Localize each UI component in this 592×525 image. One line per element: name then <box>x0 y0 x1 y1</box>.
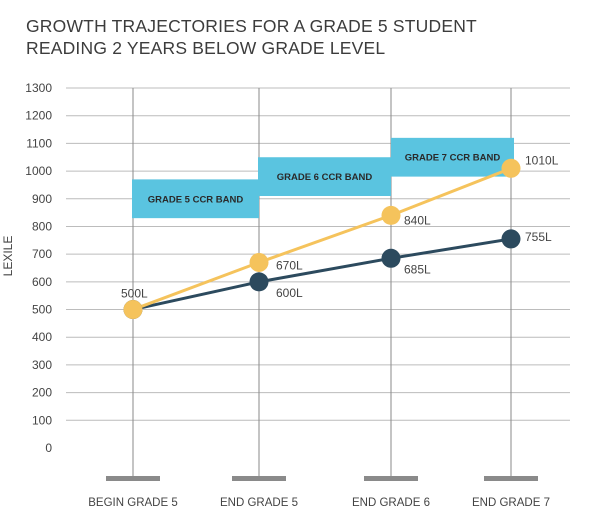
series-lines <box>123 158 521 320</box>
y-tick-600: 600 <box>32 275 52 289</box>
series-1-point-1 <box>123 300 143 320</box>
y-tick-0: 0 <box>45 441 52 455</box>
y-tick-400: 400 <box>32 330 52 344</box>
chart-title: GROWTH TRAJECTORIES FOR A GRADE 5 STUDEN… <box>26 15 477 59</box>
ccr-band-grade-6 <box>258 157 391 196</box>
series-2-data-label-3: 685L <box>404 262 431 276</box>
series-1-point-4 <box>501 158 521 178</box>
x-category-3: END GRADE 6 <box>352 497 430 509</box>
ccr-band-label-grade-5: GRADE 5 CCR BAND <box>148 194 244 205</box>
y-tick-1200: 1200 <box>25 109 52 123</box>
y-tick-1100: 1100 <box>26 136 52 150</box>
data-labels: 500L 670L 840L 1010L 600L 685L 755L <box>121 153 559 300</box>
ccr-band-grade-5 <box>132 179 259 219</box>
series-2-point-4 <box>501 229 521 249</box>
ccr-band-label-grade-6: GRADE 6 CCR BAND <box>277 172 373 183</box>
series-1-data-label-3: 840L <box>404 213 431 227</box>
series-2-data-label-4: 755L <box>525 230 552 244</box>
series-1-line <box>132 166 512 311</box>
y-tick-900: 900 <box>32 192 52 206</box>
y-tick-1000: 1000 <box>25 164 52 178</box>
category-base-1 <box>106 476 160 481</box>
x-category-labels: BEGIN GRADE 5 END GRADE 5 END GRADE 6 END G… <box>88 497 550 509</box>
chart-title-line-1: GROWTH TRAJECTORIES FOR A GRADE 5 STUDEN… <box>26 16 477 36</box>
x-category-2: END GRADE 5 <box>220 497 298 509</box>
y-tick-300: 300 <box>32 358 52 372</box>
y-tick-800: 800 <box>32 219 52 233</box>
category-base-3 <box>364 476 418 481</box>
y-tick-100: 100 <box>32 413 52 427</box>
x-category-4: END GRADE 7 <box>472 497 550 509</box>
y-tick-200: 200 <box>32 386 52 400</box>
series-1-data-label-1: 500L <box>121 287 148 301</box>
ccr-band-label-grade-7: GRADE 7 CCR BAND <box>405 153 501 164</box>
series-2-point-2 <box>249 272 269 292</box>
y-tick-700: 700 <box>32 247 52 261</box>
x-category-1: BEGIN GRADE 5 <box>88 497 177 509</box>
gridlines <box>66 87 570 421</box>
series-1-point-3 <box>381 205 401 225</box>
series-2-point-3 <box>381 248 401 268</box>
y-tick-500: 500 <box>32 303 52 317</box>
series-2-line <box>132 237 512 312</box>
y-tick-1300: 1300 <box>25 81 52 95</box>
ccr-band-grade-7 <box>391 137 514 177</box>
series-1-point-2 <box>249 252 269 272</box>
chart-title-line-2: READING 2 YEARS BELOW GRADE LEVEL <box>26 38 386 58</box>
y-axis-label: LEXILE <box>1 236 15 277</box>
y-tick-labels: 0 100 200 300 400 500 600 700 800 900 1000 1100 1200… <box>25 81 52 455</box>
series-1-data-label-2: 670L <box>276 258 303 272</box>
series-1-data-label-4: 1010L <box>525 153 559 167</box>
ccr-bands: GRADE 5 CCR BAND GRADE 6 CCR BAND GRADE 7 … <box>132 137 514 219</box>
category-base-2 <box>232 476 286 481</box>
category-base-4 <box>484 476 538 481</box>
series-2-data-label-2: 600L <box>276 286 303 300</box>
